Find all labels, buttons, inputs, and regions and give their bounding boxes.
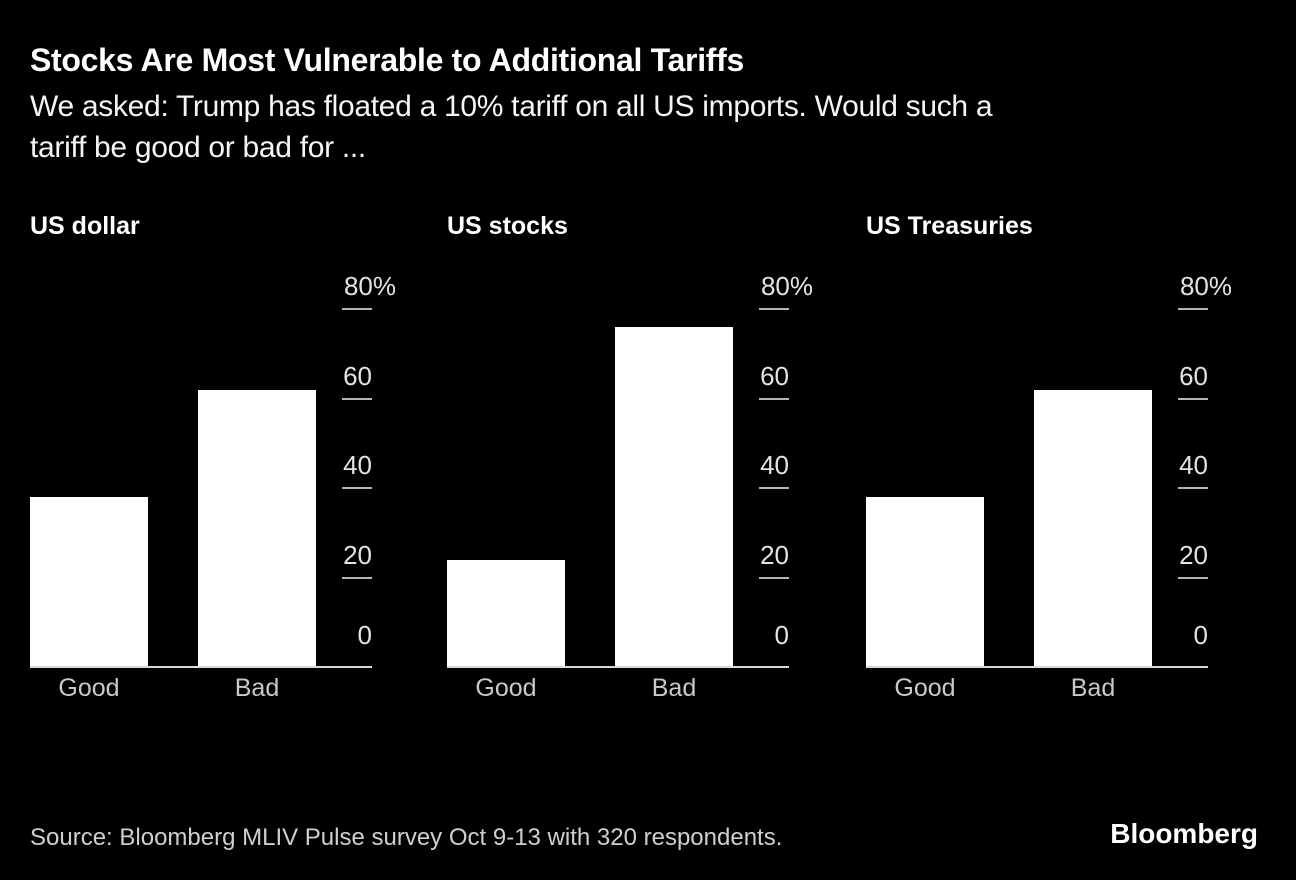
x-axis-line xyxy=(30,666,372,668)
bar-good xyxy=(30,497,148,668)
y-axis-tick xyxy=(342,487,372,490)
panel-title-us-stocks: US stocks xyxy=(447,212,568,240)
chart-panel-us-stocks: US stocks 80% 60 40 20 0 Good Bad xyxy=(447,200,813,702)
y-axis-tick-label: 0 xyxy=(1193,620,1208,650)
source-note: Source: Bloomberg MLIV Pulse survey Oct … xyxy=(30,824,783,851)
subtitle-line-2: tariff be good or bad for ... xyxy=(30,131,366,164)
chart-subtitle: We asked: Trump has floated a 10% tariff… xyxy=(30,86,993,168)
chart-title: Stocks Are Most Vulnerable to Additional… xyxy=(30,42,744,78)
y-axis-tick-label: 80% xyxy=(343,270,396,301)
y-axis-tick xyxy=(759,307,789,310)
y-axis-tick-label: 60 xyxy=(1179,360,1208,391)
x-axis-line xyxy=(447,666,789,668)
chart-panel-us-treasuries: US Treasuries 80% 60 40 20 0 Good Bad xyxy=(866,200,1232,702)
category-label-good: Good xyxy=(475,674,537,702)
y-axis-tick xyxy=(342,397,372,400)
y-axis-tick-label: 60 xyxy=(343,360,372,391)
y-axis-tick xyxy=(342,577,372,580)
y-axis-tick xyxy=(1178,487,1208,490)
bloomberg-logo: Bloomberg xyxy=(1110,818,1258,849)
y-axis-tick xyxy=(1178,307,1208,310)
category-label-bad: Bad xyxy=(1070,674,1116,702)
y-axis-tick xyxy=(759,397,789,400)
y-axis-tick-label: 40 xyxy=(343,450,372,481)
bar-bad xyxy=(198,390,316,668)
bar-bad xyxy=(1034,390,1152,668)
y-axis-tick-label: 20 xyxy=(760,540,789,571)
y-axis-tick-label: 0 xyxy=(774,620,789,650)
y-axis-tick-label: 80% xyxy=(1179,270,1232,301)
y-axis-tick xyxy=(1178,577,1208,580)
category-label-bad: Bad xyxy=(651,674,697,702)
y-axis-tick-label: 20 xyxy=(1179,540,1208,571)
chart-panel-us-dollar: US dollar 80% 60 40 20 0 Good Bad xyxy=(30,200,396,702)
y-axis-tick-label: 60 xyxy=(760,360,789,391)
y-axis-tick-label: 20 xyxy=(343,540,372,571)
category-label-good: Good xyxy=(894,674,956,702)
x-axis-line xyxy=(866,666,1208,668)
y-axis-tick xyxy=(759,577,789,580)
y-axis-tick-label: 40 xyxy=(1179,450,1208,481)
bar-bad xyxy=(615,327,733,668)
y-axis-tick-label: 0 xyxy=(357,620,372,650)
panel-title-us-dollar: US dollar xyxy=(30,212,140,240)
bar-good xyxy=(447,560,565,668)
y-axis-tick-label: 80% xyxy=(760,270,813,301)
subtitle-line-1: We asked: Trump has floated a 10% tariff… xyxy=(30,90,993,123)
category-label-good: Good xyxy=(58,674,120,702)
y-axis-tick xyxy=(1178,397,1208,400)
y-axis-tick xyxy=(342,307,372,310)
category-label-bad: Bad xyxy=(234,674,280,702)
bar-good xyxy=(866,497,984,668)
y-axis-tick-label: 40 xyxy=(760,450,789,481)
y-axis-tick xyxy=(759,487,789,490)
panel-title-us-treasuries: US Treasuries xyxy=(866,212,1033,240)
